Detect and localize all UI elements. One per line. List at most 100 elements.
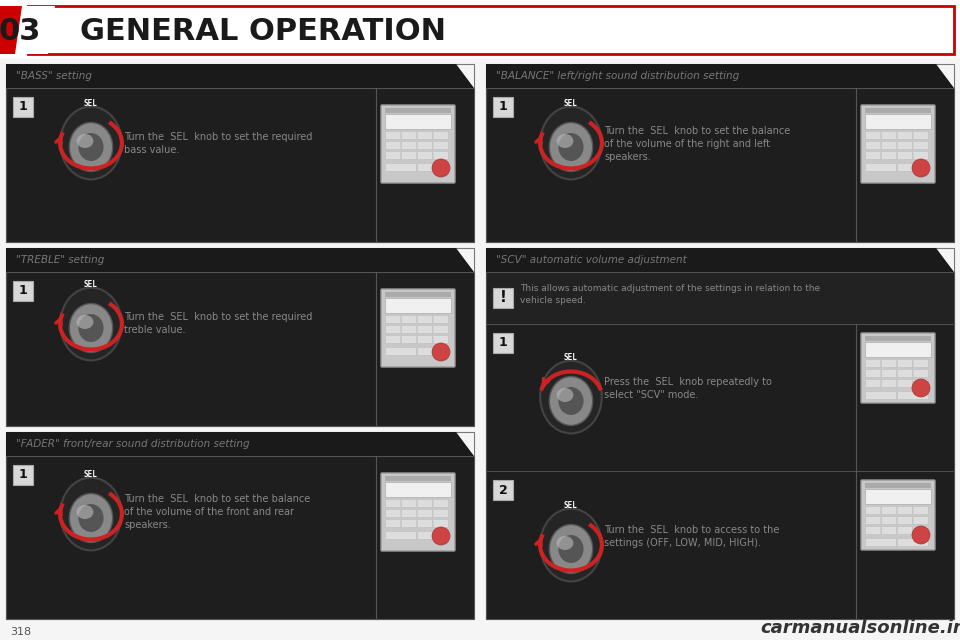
Text: 03: 03 [0, 17, 41, 45]
Text: Press the  SEL  knob repeatedly to: Press the SEL knob repeatedly to [604, 377, 772, 387]
Bar [6, 272, 474, 426]
FancyBboxPatch shape [898, 527, 912, 534]
FancyBboxPatch shape [493, 97, 513, 117]
FancyBboxPatch shape [866, 507, 881, 515]
FancyBboxPatch shape [493, 288, 513, 308]
FancyBboxPatch shape [386, 164, 417, 172]
Text: bass value.: bass value. [124, 145, 180, 155]
FancyBboxPatch shape [418, 164, 448, 172]
FancyBboxPatch shape [861, 105, 935, 183]
FancyBboxPatch shape [865, 114, 931, 129]
Text: 1: 1 [498, 337, 508, 349]
FancyBboxPatch shape [13, 281, 33, 301]
FancyBboxPatch shape [913, 527, 928, 534]
Polygon shape [0, 6, 30, 54]
FancyBboxPatch shape [385, 298, 451, 313]
Text: 1: 1 [498, 100, 508, 113]
FancyBboxPatch shape [865, 342, 931, 357]
FancyBboxPatch shape [898, 516, 912, 524]
Polygon shape [486, 248, 954, 272]
FancyBboxPatch shape [913, 380, 928, 387]
FancyBboxPatch shape [866, 141, 881, 149]
FancyBboxPatch shape [881, 141, 897, 149]
Text: "BASS" setting: "BASS" setting [16, 71, 92, 81]
Circle shape [432, 527, 450, 545]
FancyBboxPatch shape [386, 500, 401, 508]
FancyBboxPatch shape [913, 516, 928, 524]
FancyBboxPatch shape [866, 164, 897, 172]
FancyBboxPatch shape [898, 360, 912, 367]
Circle shape [432, 159, 450, 177]
Bar [28, 6, 954, 54]
FancyBboxPatch shape [385, 114, 451, 129]
Bar [486, 272, 954, 324]
FancyBboxPatch shape [433, 520, 448, 527]
FancyBboxPatch shape [381, 289, 455, 367]
FancyBboxPatch shape [385, 108, 451, 113]
Ellipse shape [60, 477, 122, 550]
FancyBboxPatch shape [881, 132, 897, 140]
FancyBboxPatch shape [898, 370, 912, 378]
FancyBboxPatch shape [418, 532, 448, 540]
Text: This allows automatic adjustment of the settings in relation to the: This allows automatic adjustment of the … [520, 284, 820, 293]
FancyBboxPatch shape [386, 532, 417, 540]
FancyBboxPatch shape [418, 152, 432, 159]
Ellipse shape [69, 122, 112, 172]
FancyBboxPatch shape [913, 507, 928, 515]
Text: 1: 1 [18, 285, 28, 298]
Polygon shape [6, 432, 474, 456]
FancyBboxPatch shape [881, 370, 897, 378]
FancyBboxPatch shape [401, 132, 417, 140]
Text: Turn the  SEL  knob to set the balance: Turn the SEL knob to set the balance [124, 494, 310, 504]
FancyBboxPatch shape [418, 336, 432, 343]
FancyBboxPatch shape [386, 316, 401, 323]
FancyBboxPatch shape [866, 392, 897, 399]
FancyBboxPatch shape [381, 105, 455, 183]
Text: of the volume of the right and left: of the volume of the right and left [604, 139, 770, 149]
FancyBboxPatch shape [418, 141, 432, 149]
Polygon shape [15, 6, 55, 54]
Ellipse shape [549, 122, 592, 172]
FancyBboxPatch shape [386, 152, 401, 159]
FancyBboxPatch shape [386, 520, 401, 527]
Ellipse shape [60, 107, 122, 179]
Bar [6, 64, 474, 242]
Text: SEL: SEL [84, 470, 98, 479]
Bar [486, 248, 954, 619]
Bar [6, 248, 474, 426]
FancyBboxPatch shape [881, 527, 897, 534]
FancyBboxPatch shape [881, 516, 897, 524]
FancyBboxPatch shape [898, 152, 912, 159]
Text: 1: 1 [18, 468, 28, 481]
Text: settings (OFF, LOW, MID, HIGH).: settings (OFF, LOW, MID, HIGH). [604, 538, 761, 548]
Ellipse shape [79, 133, 104, 161]
FancyBboxPatch shape [386, 326, 401, 333]
FancyBboxPatch shape [13, 97, 33, 117]
Text: SEL: SEL [564, 501, 578, 510]
Bar [486, 272, 954, 619]
Ellipse shape [559, 133, 584, 161]
FancyBboxPatch shape [386, 509, 401, 517]
FancyBboxPatch shape [898, 539, 928, 547]
FancyBboxPatch shape [418, 132, 432, 140]
FancyBboxPatch shape [913, 370, 928, 378]
Bar [486, 471, 954, 619]
Circle shape [912, 526, 930, 544]
Ellipse shape [79, 504, 104, 532]
FancyBboxPatch shape [418, 326, 432, 333]
Ellipse shape [540, 509, 602, 581]
FancyBboxPatch shape [385, 476, 451, 481]
FancyBboxPatch shape [418, 500, 432, 508]
Ellipse shape [559, 387, 584, 415]
Ellipse shape [559, 535, 584, 563]
Ellipse shape [557, 134, 573, 148]
Polygon shape [486, 64, 954, 88]
FancyBboxPatch shape [386, 141, 401, 149]
FancyBboxPatch shape [13, 465, 33, 485]
FancyBboxPatch shape [401, 509, 417, 517]
Ellipse shape [557, 388, 573, 402]
Bar [486, 324, 954, 471]
FancyBboxPatch shape [386, 336, 401, 343]
FancyBboxPatch shape [881, 380, 897, 387]
Text: speakers.: speakers. [604, 152, 651, 162]
